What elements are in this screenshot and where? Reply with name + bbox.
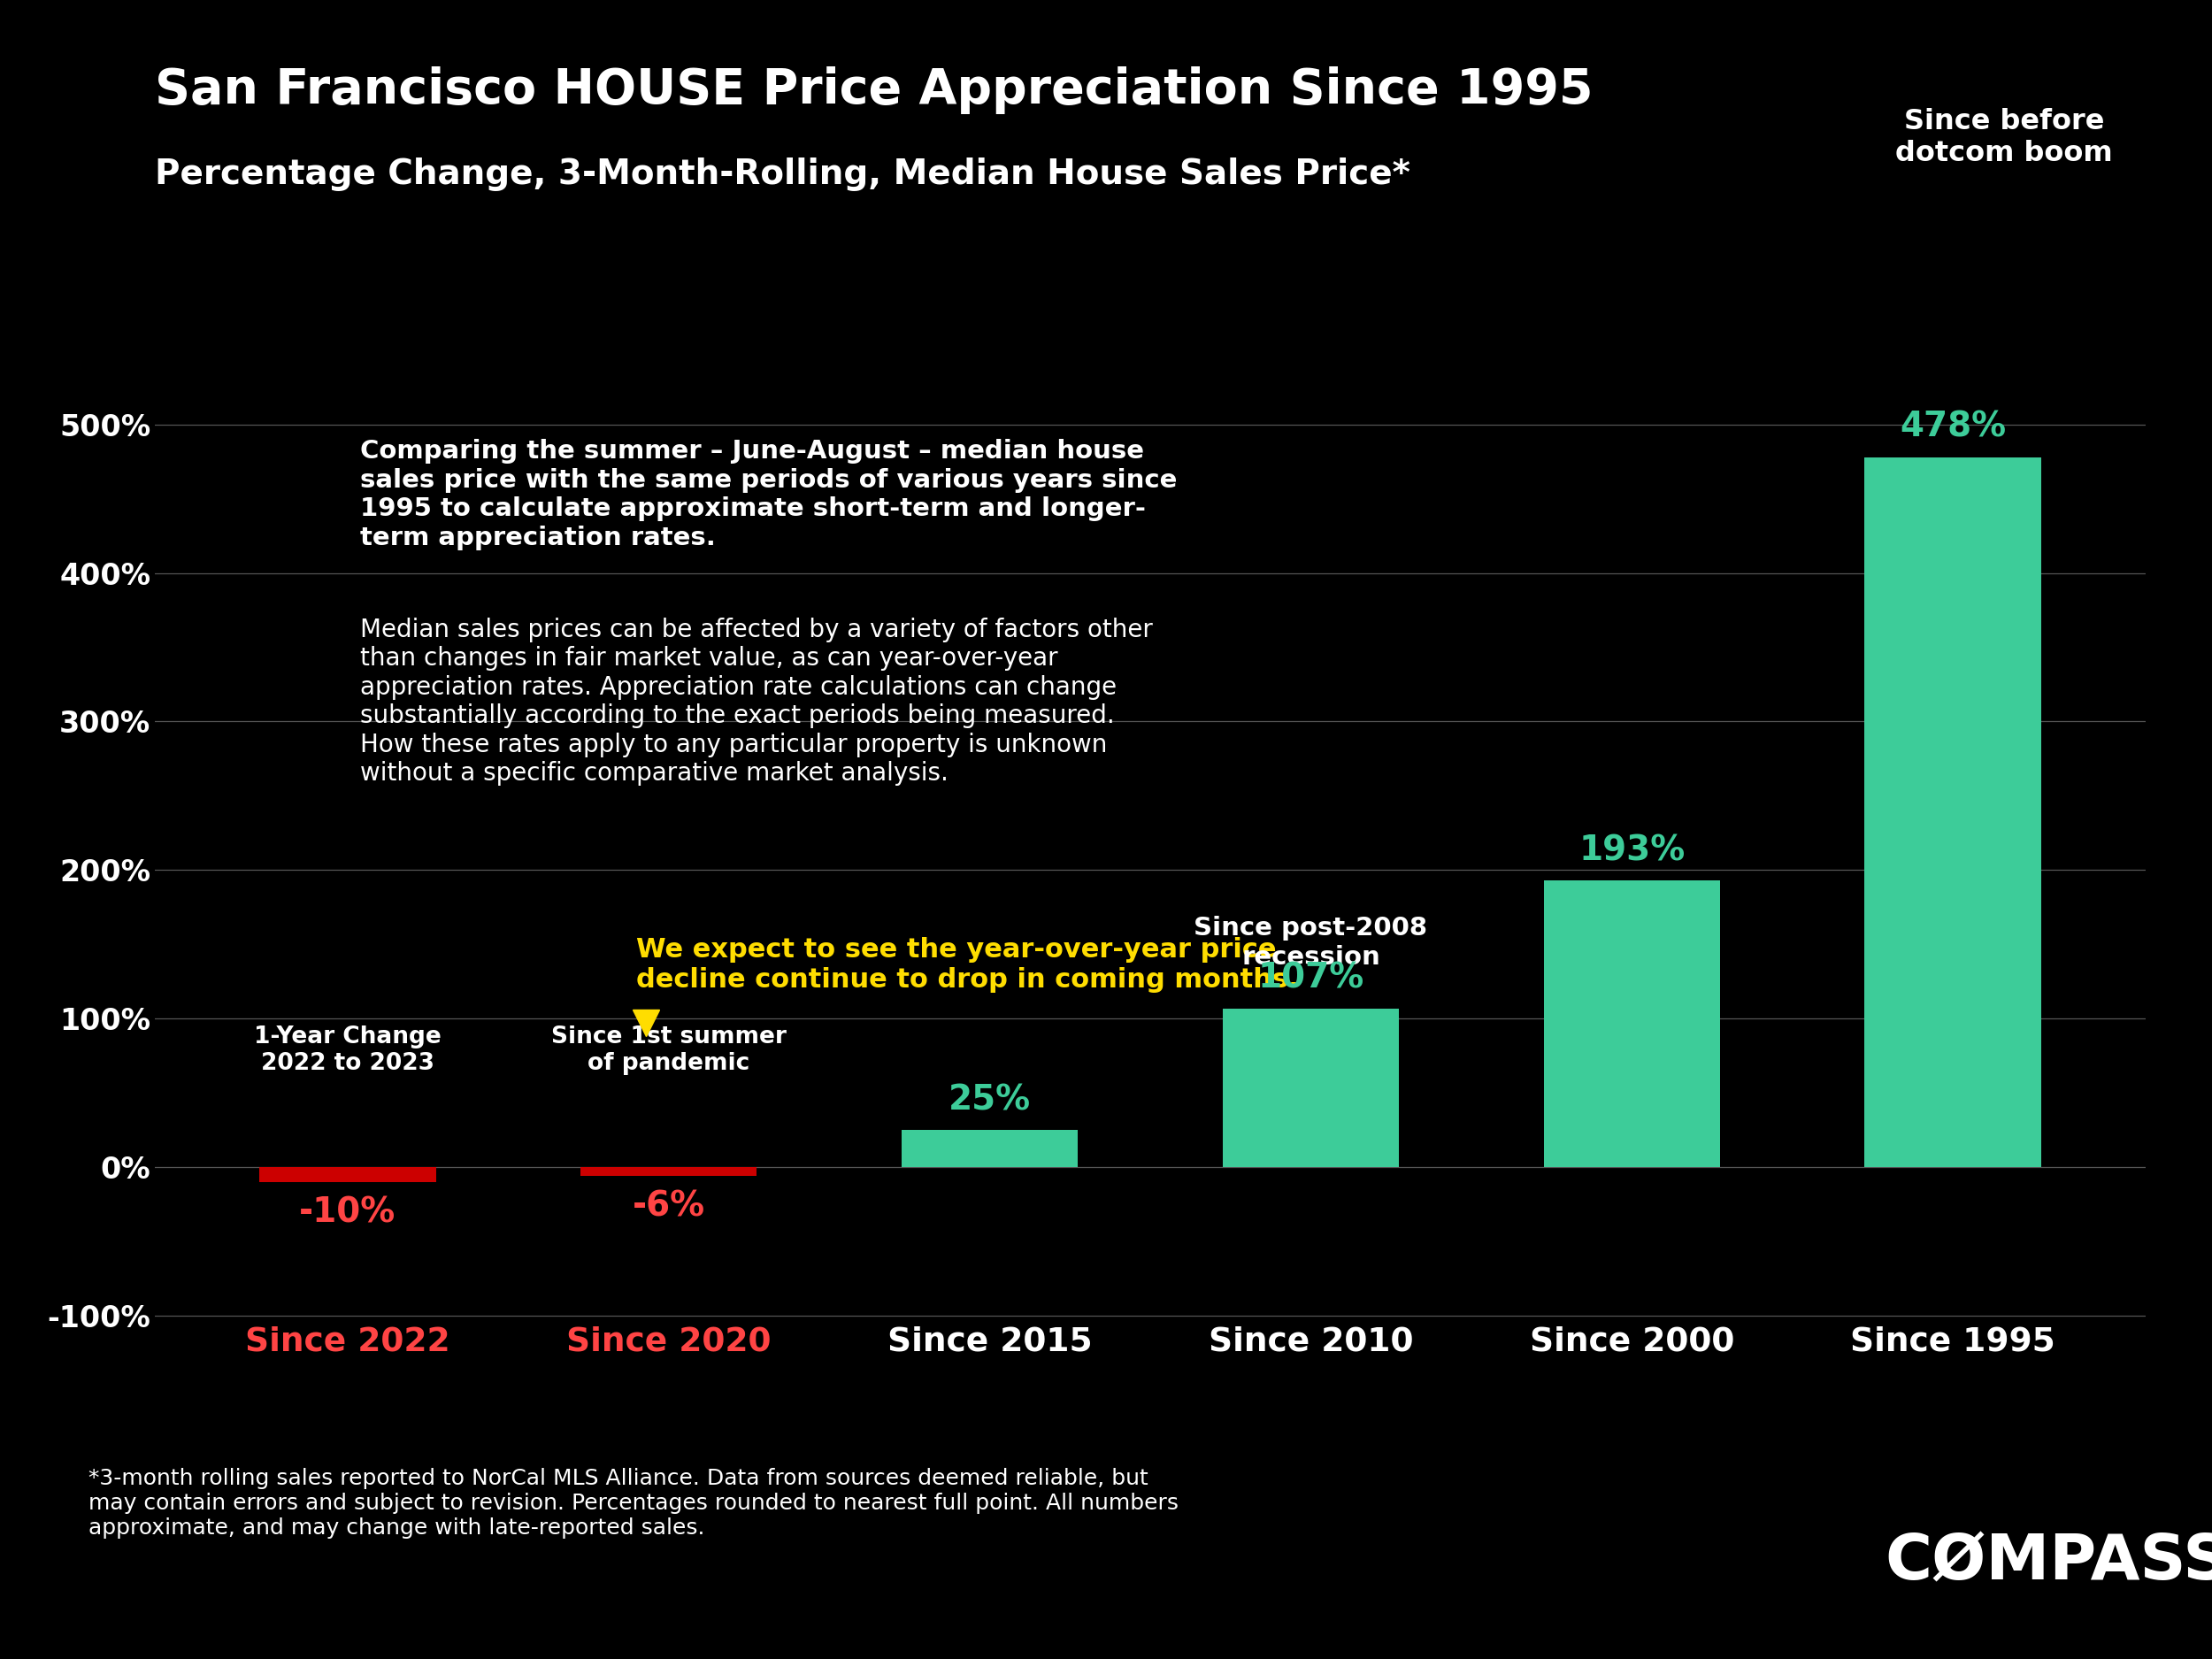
Text: Since 2022: Since 2022 — [246, 1326, 449, 1359]
Text: We expect to see the year-over-year price
decline continue to drop in coming mon: We expect to see the year-over-year pric… — [637, 937, 1298, 992]
Text: Percentage Change, 3-Month-Rolling, Median House Sales Price*: Percentage Change, 3-Month-Rolling, Medi… — [155, 158, 1411, 191]
Text: *3-month rolling sales reported to NorCal MLS Alliance. Data from sources deemed: *3-month rolling sales reported to NorCa… — [88, 1468, 1179, 1538]
Text: Since 2015: Since 2015 — [887, 1326, 1093, 1359]
Bar — [580, 1168, 757, 1176]
Text: San Francisco HOUSE Price Appreciation Since 1995: San Francisco HOUSE Price Appreciation S… — [155, 66, 1593, 114]
Text: Median sales prices can be affected by a variety of factors other
than changes i: Median sales prices can be affected by a… — [361, 617, 1152, 786]
Text: -6%: -6% — [633, 1190, 706, 1223]
Text: -10%: -10% — [299, 1196, 396, 1229]
Text: Since 2000: Since 2000 — [1528, 1326, 1734, 1359]
Text: Since post-2008
recession: Since post-2008 recession — [1194, 916, 1427, 969]
Text: Since before
dotcom boom: Since before dotcom boom — [1896, 108, 2112, 168]
Bar — [1223, 1009, 1400, 1168]
Text: 478%: 478% — [1900, 410, 2006, 443]
Bar — [1544, 881, 1721, 1168]
Text: 107%: 107% — [1259, 961, 1365, 995]
Bar — [1865, 458, 2042, 1168]
Text: Since 2020: Since 2020 — [566, 1326, 772, 1359]
Text: 25%: 25% — [949, 1083, 1031, 1117]
Text: CØMPASS: CØMPASS — [1885, 1531, 2212, 1593]
Text: 1-Year Change
2022 to 2023: 1-Year Change 2022 to 2023 — [254, 1025, 440, 1075]
Text: Since 2010: Since 2010 — [1208, 1326, 1413, 1359]
Bar — [259, 1168, 436, 1183]
Text: Comparing the summer – June-August – median house
sales price with the same peri: Comparing the summer – June-August – med… — [361, 440, 1177, 551]
Text: Since 1995: Since 1995 — [1851, 1326, 2055, 1359]
Text: Since 1st summer
of pandemic: Since 1st summer of pandemic — [551, 1025, 785, 1075]
Text: 193%: 193% — [1579, 833, 1686, 868]
Bar — [902, 1130, 1077, 1168]
